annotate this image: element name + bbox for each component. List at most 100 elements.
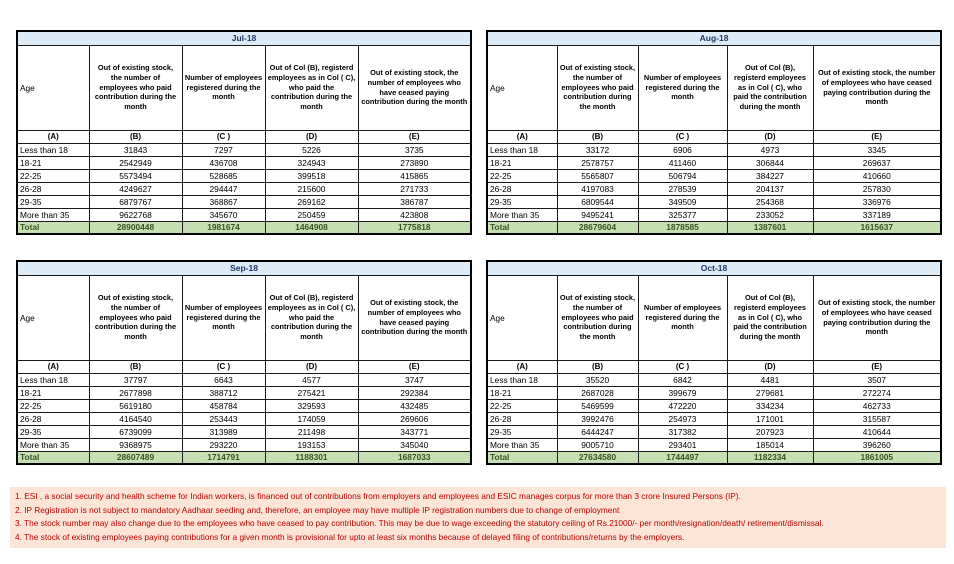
- value-cell: 253443: [181, 411, 266, 426]
- col-letter-d: (D): [726, 359, 814, 374]
- total-cell: 28900448: [88, 220, 183, 235]
- value-cell: 458784: [181, 398, 266, 413]
- age-cell: Less than 18: [16, 142, 90, 157]
- table-row: 18-21 2542949 436708 324943 273890: [16, 155, 472, 170]
- value-cell: 269162: [264, 194, 359, 209]
- col-header-d: Out of Col (B), registerd employees as i…: [264, 44, 359, 131]
- value-cell: 215600: [264, 181, 359, 196]
- total-label: Total: [16, 450, 90, 465]
- month-table-jul-18: Jul-18 Age Out of existing stock, the nu…: [16, 30, 473, 235]
- value-cell: 432485: [357, 398, 472, 413]
- column-letter-row: (A) (B) (C ) (D) (E): [16, 359, 472, 374]
- value-cell: 9005710: [556, 437, 639, 452]
- col-header-age: Age: [16, 44, 90, 131]
- col-header-e: Out of existing stock, the number of emp…: [357, 274, 472, 361]
- age-cell: Less than 18: [486, 372, 558, 387]
- total-cell: 1464908: [264, 220, 359, 235]
- footnotes-block: 1. ESI , a social security and health sc…: [10, 487, 946, 548]
- table-row: 29-35 6739099 313989 211498 343771: [16, 424, 472, 439]
- value-cell: 345670: [181, 207, 266, 222]
- data-table: Aug-18 Age Out of existing stock, the nu…: [486, 30, 943, 235]
- col-header-b: Out of existing stock, the number of emp…: [556, 44, 639, 131]
- value-cell: 368867: [181, 194, 266, 209]
- age-cell: Less than 18: [486, 142, 558, 157]
- total-cell: 1687033: [357, 450, 472, 465]
- value-cell: 5565807: [556, 168, 639, 183]
- total-cell: 1188301: [264, 450, 359, 465]
- value-cell: 35520: [556, 372, 639, 387]
- footnote-2: 2. IP Registration is not subject to man…: [15, 504, 620, 515]
- col-header-e: Out of existing stock, the number of emp…: [812, 274, 942, 361]
- value-cell: 5573494: [88, 168, 183, 183]
- value-cell: 2578757: [556, 155, 639, 170]
- value-cell: 269637: [812, 155, 942, 170]
- age-cell: 22-25: [16, 398, 90, 413]
- value-cell: 293401: [637, 437, 728, 452]
- value-cell: 313989: [181, 424, 266, 439]
- col-header-e: Out of existing stock, the number of emp…: [812, 44, 942, 131]
- value-cell: 211498: [264, 424, 359, 439]
- value-cell: 250459: [264, 207, 359, 222]
- col-header-b: Out of existing stock, the number of emp…: [88, 274, 183, 361]
- header-row: Age Out of existing stock, the number of…: [486, 274, 942, 361]
- column-letter-row: (A) (B) (C ) (D) (E): [486, 129, 942, 144]
- total-cell: 1878585: [637, 220, 728, 235]
- age-cell: 26-28: [486, 411, 558, 426]
- column-letter-row: (A) (B) (C ) (D) (E): [16, 129, 472, 144]
- age-cell: 18-21: [486, 385, 558, 400]
- age-cell: 26-28: [486, 181, 558, 196]
- table-row: 22-25 5565807 506794 384227 410660: [486, 168, 942, 183]
- value-cell: 4481: [726, 372, 814, 387]
- value-cell: 273890: [357, 155, 472, 170]
- table-row: 26-28 3992476 254973 171001 315587: [486, 411, 942, 426]
- value-cell: 293220: [181, 437, 266, 452]
- age-cell: More than 35: [16, 437, 90, 452]
- column-letter-row: (A) (B) (C ) (D) (E): [486, 359, 942, 374]
- value-cell: 315587: [812, 411, 942, 426]
- total-cell: 27634580: [556, 450, 639, 465]
- header-row: Age Out of existing stock, the number of…: [16, 274, 472, 361]
- value-cell: 4164540: [88, 411, 183, 426]
- col-letter-c: (C ): [181, 129, 266, 144]
- table-row: 26-28 4197083 278539 204137 257830: [486, 181, 942, 196]
- value-cell: 436708: [181, 155, 266, 170]
- month-table-aug-18: Aug-18 Age Out of existing stock, the nu…: [486, 30, 943, 235]
- table-row: 26-28 4164540 253443 174059 269606: [16, 411, 472, 426]
- table-row: 29-35 6809544 349509 254368 336976: [486, 194, 942, 209]
- table-title: Aug-18: [486, 30, 942, 46]
- value-cell: 399679: [637, 385, 728, 400]
- value-cell: 343771: [357, 424, 472, 439]
- total-cell: 1744497: [637, 450, 728, 465]
- value-cell: 6444247: [556, 424, 639, 439]
- total-cell: 1615637: [812, 220, 942, 235]
- table-row: Less than 18 33172 6906 4973 3345: [486, 142, 942, 157]
- value-cell: 3747: [357, 372, 472, 387]
- total-label: Total: [16, 220, 90, 235]
- value-cell: 174059: [264, 411, 359, 426]
- col-header-d: Out of Col (B), registerd employees as i…: [264, 274, 359, 361]
- header-row: Age Out of existing stock, the number of…: [16, 44, 472, 131]
- age-cell: 22-25: [486, 168, 558, 183]
- col-header-b: Out of existing stock, the number of emp…: [556, 274, 639, 361]
- age-cell: More than 35: [16, 207, 90, 222]
- value-cell: 423808: [357, 207, 472, 222]
- value-cell: 207923: [726, 424, 814, 439]
- value-cell: 6842: [637, 372, 728, 387]
- col-letter-b: (B): [556, 129, 639, 144]
- value-cell: 410644: [812, 424, 942, 439]
- table-row: 26-28 4249627 294447 215600 271733: [16, 181, 472, 196]
- age-cell: 29-35: [16, 194, 90, 209]
- value-cell: 33172: [556, 142, 639, 157]
- value-cell: 271733: [357, 181, 472, 196]
- value-cell: 399518: [264, 168, 359, 183]
- table-title: Sep-18: [16, 260, 472, 276]
- table-row: 22-25 5573494 528685 399518 415865: [16, 168, 472, 183]
- col-letter-c: (C ): [637, 129, 728, 144]
- col-letter-b: (B): [88, 359, 183, 374]
- value-cell: 254973: [637, 411, 728, 426]
- value-cell: 306844: [726, 155, 814, 170]
- value-cell: 324943: [264, 155, 359, 170]
- value-cell: 349509: [637, 194, 728, 209]
- age-cell: 29-35: [486, 424, 558, 439]
- value-cell: 415865: [357, 168, 472, 183]
